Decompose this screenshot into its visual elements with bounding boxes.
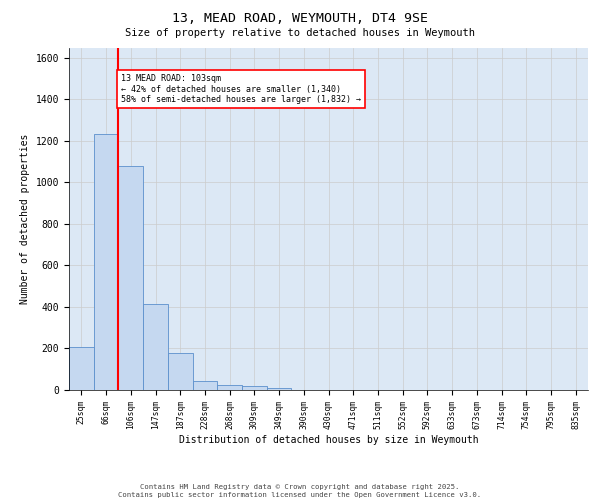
- Bar: [143, 304, 168, 390]
- Bar: [94, 134, 118, 390]
- Bar: [168, 353, 193, 390]
- Bar: [267, 388, 292, 390]
- Y-axis label: Number of detached properties: Number of detached properties: [20, 134, 30, 304]
- Text: Contains HM Land Registry data © Crown copyright and database right 2025.
Contai: Contains HM Land Registry data © Crown c…: [118, 484, 482, 498]
- Bar: [242, 386, 267, 390]
- X-axis label: Distribution of detached houses by size in Weymouth: Distribution of detached houses by size …: [179, 434, 478, 444]
- Text: 13, MEAD ROAD, WEYMOUTH, DT4 9SE: 13, MEAD ROAD, WEYMOUTH, DT4 9SE: [172, 12, 428, 26]
- Text: 13 MEAD ROAD: 103sqm
← 42% of detached houses are smaller (1,340)
58% of semi-de: 13 MEAD ROAD: 103sqm ← 42% of detached h…: [121, 74, 361, 104]
- Bar: [69, 348, 94, 390]
- Bar: [118, 166, 143, 390]
- Bar: [217, 385, 242, 390]
- Text: Size of property relative to detached houses in Weymouth: Size of property relative to detached ho…: [125, 28, 475, 38]
- Bar: [193, 380, 217, 390]
